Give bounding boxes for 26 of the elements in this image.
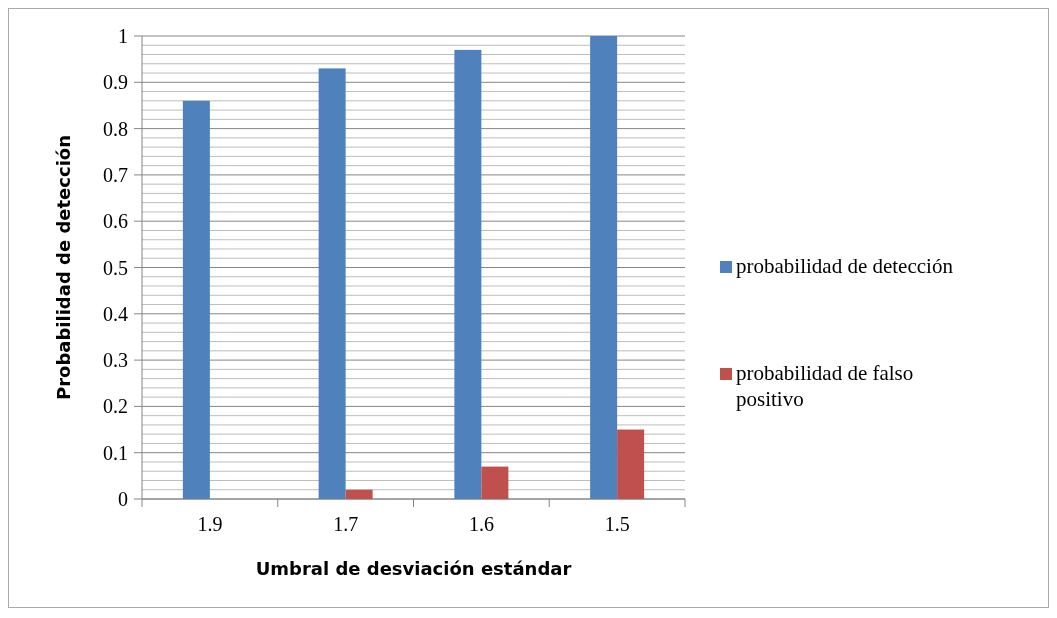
x-tick-label: 1.6 [468, 513, 494, 535]
y-tick-label: 0.7 [103, 163, 128, 186]
x-tick-label: 1.9 [197, 513, 223, 535]
x-tick-label: 1.5 [604, 513, 630, 535]
bar [617, 429, 645, 499]
x-tick-label: 1.7 [333, 513, 359, 535]
y-tick-label: 0.6 [103, 210, 128, 233]
bar [590, 36, 618, 499]
bar [182, 100, 210, 499]
y-tick-label: 1 [118, 25, 128, 47]
bar [318, 68, 346, 499]
y-tick-label: 0 [118, 488, 128, 510]
y-tick-label: 0.4 [103, 302, 128, 325]
bar [345, 489, 373, 499]
y-tick-label: 0.8 [103, 117, 128, 140]
y-tick-label: 0.1 [103, 441, 128, 464]
legend-label: probabilidad de detección [736, 254, 954, 278]
y-tick-label: 0.2 [103, 395, 128, 418]
bar [481, 466, 509, 499]
y-axis-title: Probabilidad de detección [53, 135, 74, 400]
bar [454, 49, 482, 499]
x-axis-title: Umbral de desviación estándar [255, 558, 572, 579]
y-tick-label: 0.3 [103, 349, 128, 372]
legend-label: probabilidad de falso positivo [736, 361, 914, 411]
y-tick-label: 0.5 [103, 256, 128, 279]
y-tick-label: 0.9 [103, 71, 128, 94]
